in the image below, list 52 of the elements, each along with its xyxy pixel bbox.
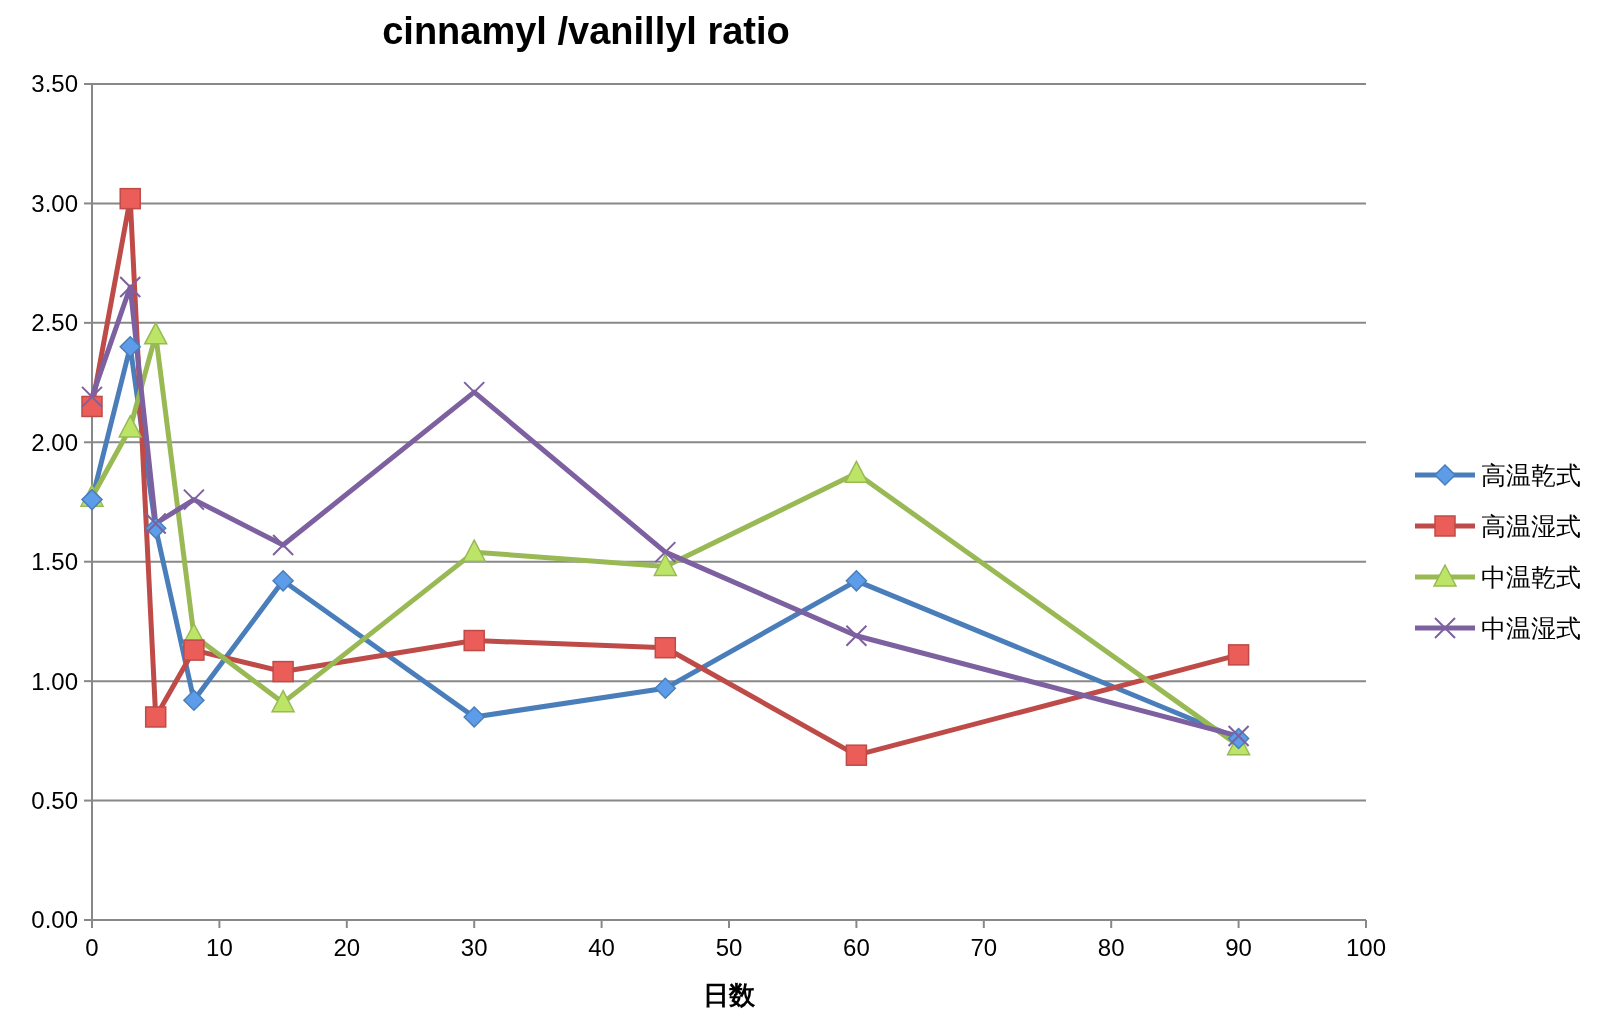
- y-tick-label: 1.50: [31, 548, 78, 576]
- point: [1227, 644, 1250, 666]
- y-tick-label: 1.00: [31, 667, 78, 695]
- point: [845, 570, 868, 592]
- point: [272, 660, 294, 683]
- legend-label: 高温湿式: [1481, 511, 1581, 540]
- point: [462, 539, 486, 562]
- point: [654, 541, 677, 564]
- point: [144, 512, 167, 535]
- x-tick-label: 70: [970, 934, 998, 961]
- legend-label: 高温乾式: [1481, 460, 1581, 489]
- point: [183, 639, 205, 661]
- point: [654, 636, 677, 659]
- x-tick-label: 90: [1225, 934, 1252, 961]
- x-axis-title: 日数: [703, 980, 756, 1010]
- x-tick-label: 100: [1345, 934, 1387, 961]
- point: [463, 706, 485, 728]
- y-tick-label: 3.00: [31, 189, 78, 217]
- point: [654, 677, 677, 700]
- y-tick-label: 0.00: [31, 906, 78, 934]
- legend-label: 中温湿式: [1481, 613, 1581, 642]
- point: [845, 744, 868, 766]
- y-tick-label: 2.50: [31, 309, 78, 337]
- legend-label: 中温乾式: [1481, 562, 1581, 591]
- y-tick-label: 0.50: [31, 786, 78, 814]
- y-tick-label: 2.00: [31, 428, 78, 456]
- x-tick-label: 30: [460, 934, 488, 961]
- point: [119, 335, 141, 358]
- point: [119, 276, 142, 299]
- x-tick-label: 10: [206, 934, 233, 961]
- point: [119, 187, 141, 210]
- point: [272, 570, 294, 592]
- x-tick-label: 0: [85, 934, 99, 961]
- point: [118, 415, 142, 438]
- x-tick-label: 20: [333, 934, 361, 961]
- point: [844, 460, 869, 484]
- point: [183, 689, 205, 711]
- point: [143, 322, 168, 345]
- point: [81, 385, 103, 408]
- point: [182, 488, 205, 511]
- y-tick-label: 3.50: [31, 70, 78, 98]
- chart-title: cinnamyl /vanillyl ratio: [382, 10, 790, 52]
- x-tick-label: 50: [715, 934, 743, 961]
- point: [463, 629, 485, 652]
- point: [272, 533, 295, 556]
- x-tick-label: 60: [843, 934, 870, 961]
- x-tick-label: 40: [588, 934, 615, 961]
- x-tick-label: 80: [1097, 934, 1125, 961]
- point: [845, 624, 868, 647]
- point: [653, 553, 678, 577]
- point: [271, 689, 295, 713]
- point: [144, 706, 167, 728]
